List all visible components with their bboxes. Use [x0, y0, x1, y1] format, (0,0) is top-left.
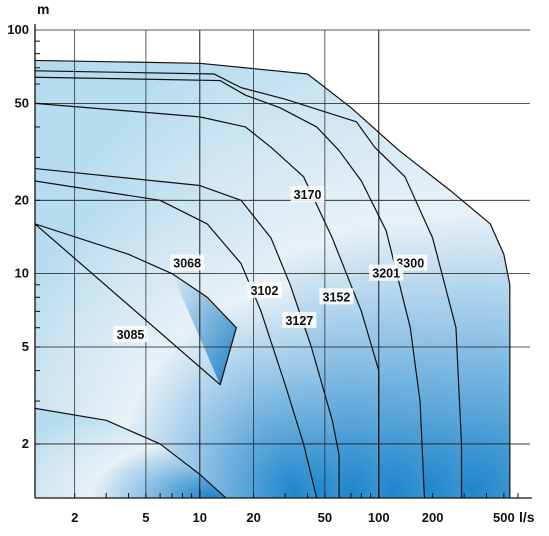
label-text: 3085	[117, 328, 145, 342]
x-tick-labels: 2 5 10 20 50 100 200 500	[71, 510, 515, 525]
axes	[34, 24, 532, 499]
x-tick-label: 20	[246, 510, 260, 525]
curve-3152	[35, 102, 380, 498]
area-3102	[35, 181, 317, 498]
x-tick-label: 100	[368, 510, 390, 525]
y-axis-unit: m	[37, 1, 49, 17]
area-3068-tip	[172, 273, 237, 385]
label-background	[170, 254, 205, 271]
label-text: 3152	[323, 290, 351, 304]
curve-3127	[35, 167, 340, 498]
y-tick-label: 20	[15, 192, 29, 207]
series-label-3102: 3102	[247, 281, 282, 298]
y-tick-labels: 2 5 10 20 50 100	[7, 22, 29, 451]
x-tick-label: 10	[193, 510, 207, 525]
x-tick-label: 5	[142, 510, 149, 525]
x-tick-label: 2	[71, 510, 78, 525]
curve-3201	[35, 70, 463, 498]
label-background	[290, 186, 325, 203]
curve-3085	[35, 407, 227, 498]
series-label-3068: 3068	[170, 254, 205, 271]
y-tick-label: 100	[7, 22, 29, 37]
label-text: 3201	[372, 267, 400, 281]
label-text: 3300	[396, 257, 424, 271]
label-text: 3170	[294, 188, 322, 202]
series-label-3152: 3152	[319, 288, 354, 305]
y-tick-label: 50	[15, 95, 29, 110]
label-background	[113, 325, 148, 342]
series-label-3201: 3201	[369, 264, 404, 281]
series-label-3085: 3085	[113, 325, 148, 342]
x-tick-label: 500	[493, 510, 515, 525]
label-text: 3102	[251, 284, 279, 298]
curve-3300	[35, 59, 511, 498]
x-tick-label: 200	[422, 510, 444, 525]
area-3085	[35, 408, 226, 498]
label-background	[282, 311, 317, 328]
label-text: 3068	[173, 257, 201, 271]
x-tick-label: 50	[318, 510, 332, 525]
curve-3170	[35, 76, 426, 498]
y-tick-label: 2	[22, 436, 29, 451]
y-tick-label: 10	[15, 266, 29, 281]
label-background	[319, 288, 354, 305]
coverage-area-fills	[35, 60, 510, 498]
x-axis-unit: l/s	[519, 509, 535, 525]
label-text: 3127	[285, 314, 313, 328]
label-background	[247, 281, 282, 298]
curve-3068	[35, 223, 237, 386]
y-tick-label: 5	[22, 339, 29, 354]
series-label-3170: 3170	[290, 186, 325, 203]
label-background	[369, 264, 404, 281]
series-label-3127: 3127	[282, 311, 317, 328]
